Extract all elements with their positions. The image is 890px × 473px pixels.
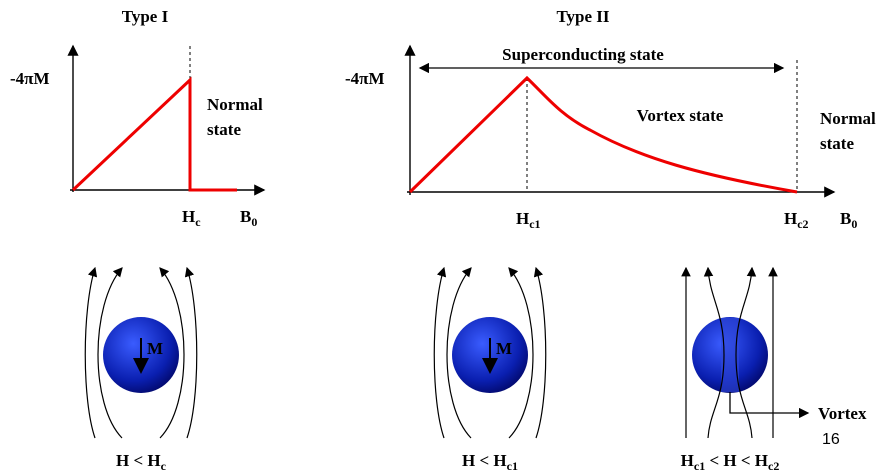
caption: Hc1 < H < Hc2 [681, 451, 780, 473]
caption-base: < H < H [705, 451, 768, 470]
x-label: Hc [182, 207, 201, 229]
region-label: Superconducting state [502, 45, 664, 64]
caption-sub: c1 [507, 459, 518, 473]
x-label: B0 [840, 209, 857, 231]
field-lines [84, 266, 198, 439]
vortex-core [721, 318, 739, 392]
moment-label: M [147, 339, 163, 358]
x-label: B0 [240, 207, 257, 229]
x-label-base: B [240, 207, 251, 226]
x-label-sub: c1 [529, 217, 540, 231]
state-label: Normal [820, 109, 876, 128]
caption-sub: c [161, 459, 167, 473]
moment-label: M [496, 339, 512, 358]
x-label-sub: c [195, 215, 201, 229]
caption: H < Hc1 [462, 451, 518, 473]
caption-sub: c1 [694, 459, 705, 473]
x-label-base: B [840, 209, 851, 228]
x-label: Hc2 [784, 209, 809, 231]
caption: H < Hc [116, 451, 167, 473]
x-label-base: H [516, 209, 529, 228]
panel-title: Type II [556, 7, 609, 26]
caption-base: H [681, 451, 694, 470]
state-label: state [207, 120, 241, 139]
state-label: state [820, 134, 854, 153]
pointer-label: Vortex [818, 404, 867, 423]
y-axis-label: -4πM [345, 69, 385, 88]
y-axis-label: -4πM [10, 69, 50, 88]
panel-title: Type I [122, 7, 169, 26]
x-label-sub: c2 [797, 217, 808, 231]
caption-base: H < H [462, 451, 507, 470]
field-lines [681, 266, 778, 439]
x-label-base: H [182, 207, 195, 226]
x-label-sub: 0 [851, 217, 857, 231]
page-number: 16 [822, 431, 840, 448]
magnetization-curve [71, 76, 237, 192]
pointer-arrow [729, 392, 810, 419]
x-label-sub: 0 [251, 215, 257, 229]
x-label: Hc1 [516, 209, 541, 231]
caption-sub: c2 [768, 459, 779, 473]
x-label-base: H [784, 209, 797, 228]
state-label: Normal [207, 95, 263, 114]
field-lines [433, 266, 547, 439]
magnetization-curve [408, 75, 798, 194]
caption-base: H < H [116, 451, 161, 470]
region-label: Vortex state [637, 106, 724, 125]
